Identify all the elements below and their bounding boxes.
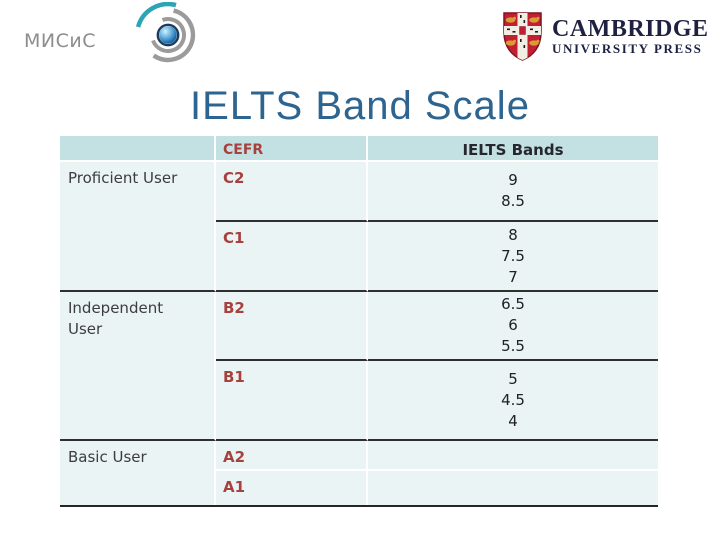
user-group-proficient: Proficient User xyxy=(60,162,216,292)
band-values-b2: 6.5 6 5.5 xyxy=(368,292,658,361)
cambridge-logo: CAMBRIDGE UNIVERSITY PRESS xyxy=(502,11,709,62)
band-values-c2: 9 8.5 xyxy=(368,162,658,222)
header-cefr: CEFR xyxy=(216,136,368,162)
band-value: 7.5 xyxy=(501,246,525,265)
user-group-label: Independent User xyxy=(68,299,164,338)
band-value: 8 xyxy=(508,225,518,244)
misis-spiral-icon xyxy=(135,2,196,63)
band-value: 6 xyxy=(508,316,518,334)
band-value: 5.5 xyxy=(501,337,525,355)
cefr-level-c2: C2 xyxy=(216,162,368,222)
band-values-b1: 5 4.5 4 xyxy=(368,361,658,441)
user-group-label: Proficient User xyxy=(68,169,178,187)
page-title: IELTS Band Scale xyxy=(190,84,530,128)
user-group-independent: Independent User xyxy=(60,292,216,441)
band-values-c1: 8 7.5 7 xyxy=(368,222,658,292)
cefr-level-b1: B1 xyxy=(216,361,368,441)
misis-logo: МИСиС xyxy=(24,2,222,80)
cefr-level-a2: A2 xyxy=(216,441,368,471)
user-group-basic: Basic User xyxy=(60,441,216,505)
band-value: 6.5 xyxy=(501,295,525,313)
band-value: 7 xyxy=(508,267,518,286)
cambridge-logo-line2: UNIVERSITY PRESS xyxy=(552,40,703,56)
header-ielts-bands: IELTS Bands xyxy=(368,136,658,162)
band-value: 5 xyxy=(508,369,518,388)
band-values-a1 xyxy=(368,471,658,505)
header-user-column xyxy=(60,136,216,162)
band-value: 4.5 xyxy=(501,390,525,409)
cambridge-logo-text: CAMBRIDGE UNIVERSITY PRESS xyxy=(552,17,709,57)
cambridge-shield-icon xyxy=(503,12,542,61)
band-value: 8.5 xyxy=(501,192,525,210)
band-values-a2 xyxy=(368,441,658,471)
cefr-level-c1: C1 xyxy=(216,222,368,292)
user-group-label: Basic User xyxy=(68,448,147,466)
band-value: 4 xyxy=(508,411,518,430)
ielts-band-table: CEFR IELTS Bands Proficient User C2 9 8.… xyxy=(60,136,658,507)
cambridge-logo-line1: CAMBRIDGE xyxy=(552,15,709,42)
cefr-level-a1: A1 xyxy=(216,471,368,505)
band-value: 9 xyxy=(508,171,518,189)
misis-logo-text: МИСиС xyxy=(24,30,96,52)
cefr-level-b2: B2 xyxy=(216,292,368,361)
